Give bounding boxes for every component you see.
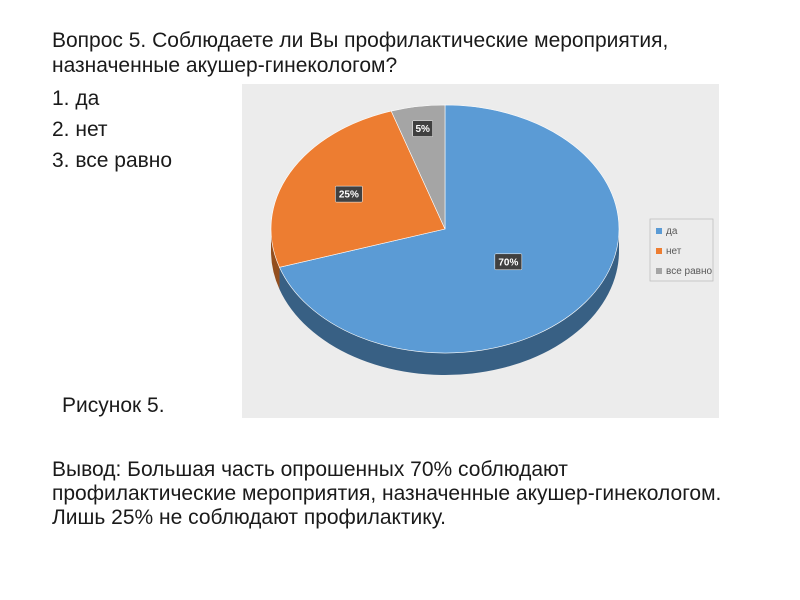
- pie-slice-0: [279, 104, 620, 354]
- data-label-box: [335, 185, 363, 203]
- option-item: 1. да: [52, 87, 100, 110]
- data-label-box: [494, 253, 523, 271]
- question-text: Вопрос 5. Соблюдаете ли Вы профилактичес…: [52, 29, 669, 77]
- legend-box: [649, 218, 714, 282]
- pie-slices: [270, 104, 620, 354]
- figure-caption: Рисунок 5.: [62, 394, 165, 417]
- legend-swatch: [656, 248, 662, 254]
- pie-side-1: [271, 229, 280, 290]
- chart-legend: да нет все равно: [649, 218, 714, 282]
- legend-label: да: [666, 226, 678, 237]
- pie-chart: 70% 25% 5% да нет все равно: [270, 104, 714, 375]
- option-item: 2. нет: [52, 118, 108, 141]
- legend-swatch: [656, 268, 662, 274]
- data-label: 5%: [415, 124, 430, 135]
- data-label: 70%: [498, 257, 518, 268]
- pie-side-walls: [271, 229, 619, 375]
- legend-label: все равно: [666, 266, 712, 277]
- legend-label: нет: [666, 246, 682, 257]
- conclusion-text: Вывод: Большая часть опрошенных 70% собл…: [52, 458, 722, 529]
- answer-options: 1. да 2. нет 3. все равно: [52, 86, 172, 179]
- legend-swatch: [656, 228, 662, 234]
- data-label-box: [412, 120, 433, 137]
- option-item: 3. все равно: [52, 149, 173, 172]
- data-label: 25%: [339, 190, 359, 201]
- pie-side-0: [279, 229, 619, 375]
- data-labels: 70% 25% 5%: [335, 120, 523, 271]
- chart-frame: 70% 25% 5% да нет все равно: [242, 84, 719, 418]
